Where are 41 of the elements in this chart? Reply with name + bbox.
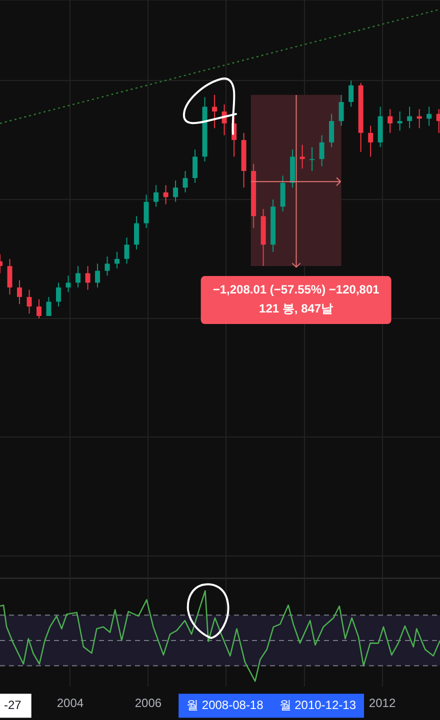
candlestick: [66, 275, 71, 293]
candlestick: [319, 134, 324, 167]
candlestick: [310, 146, 315, 172]
candlestick: [173, 180, 178, 202]
candlestick: [17, 280, 22, 305]
candlestick: [7, 258, 12, 296]
candlestick: [163, 184, 168, 205]
candlestick: [338, 94, 344, 126]
candlestick: [212, 94, 218, 129]
candlestick: [154, 184, 159, 208]
candlestick: [134, 216, 140, 250]
candlestick: [300, 144, 305, 170]
candlestick: [76, 266, 81, 288]
candlestick: [329, 113, 334, 148]
candlestick: [192, 149, 198, 184]
candlestick: [280, 175, 286, 212]
text: 월 2008-08-18: [186, 698, 264, 712]
x-tick-label: 2004: [56, 696, 84, 710]
candlestick: [407, 106, 412, 129]
text: 월 2010-12-13: [279, 698, 356, 712]
candlestick: [36, 298, 42, 319]
candlestick: [95, 263, 100, 288]
candlestick: [114, 251, 120, 269]
candlestick: [426, 106, 432, 126]
candlestick: [348, 80, 354, 108]
candlestick: [26, 289, 32, 314]
candlestick: [182, 170, 188, 193]
candlestick: [46, 296, 52, 316]
candlestick: [144, 194, 149, 229]
candlestick: [124, 237, 130, 264]
candlestick: [56, 282, 62, 307]
annotation: −1,208.01 (−57.55%) −120,801: [212, 282, 380, 296]
text: -27: [4, 698, 22, 712]
candlestick: [388, 108, 393, 134]
candlestick: [104, 256, 110, 276]
candlestick: [368, 125, 374, 158]
annotation: 121 봉, 847날: [259, 301, 334, 316]
candlestick: [397, 111, 402, 132]
x-tick-label: 2006: [134, 696, 162, 710]
candlestick: [85, 266, 90, 290]
x-tick-label: 2012: [368, 696, 396, 710]
